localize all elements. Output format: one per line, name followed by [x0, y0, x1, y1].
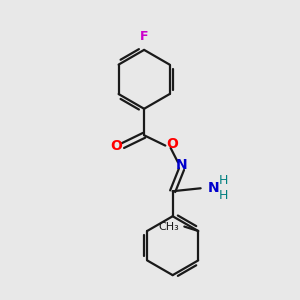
Text: H: H [219, 189, 228, 202]
Text: F: F [140, 30, 148, 44]
Text: H: H [219, 174, 228, 188]
Text: N: N [208, 181, 220, 195]
Text: N: N [176, 158, 187, 172]
Text: CH₃: CH₃ [158, 222, 179, 232]
Text: O: O [110, 139, 122, 153]
Text: O: O [166, 137, 178, 151]
